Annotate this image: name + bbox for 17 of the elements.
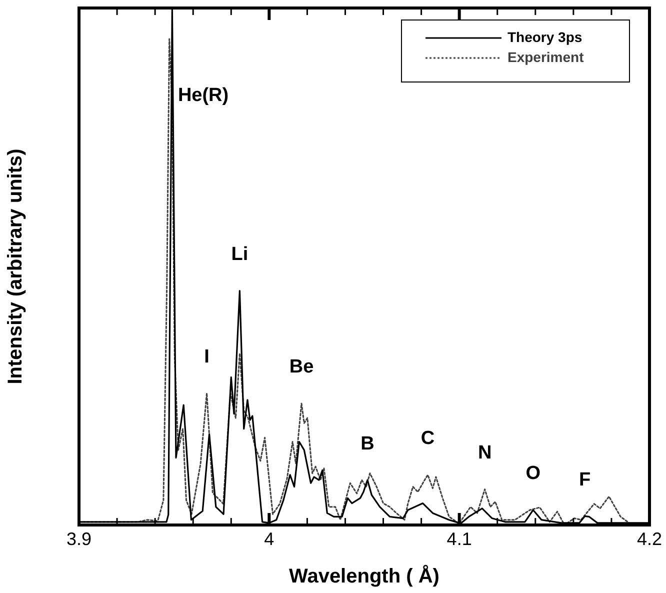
x-tick-label: 4 <box>264 528 274 549</box>
legend-label: Theory 3ps <box>507 28 582 45</box>
annotation: N <box>478 442 492 464</box>
x-tick-label: 4.1 <box>446 528 472 549</box>
annotation: C <box>420 428 435 450</box>
x-axis-title: Wavelength ( Å) <box>289 564 440 588</box>
x-tick-label: 4.2 <box>636 528 662 549</box>
annotation: Be <box>289 356 314 378</box>
x-tick-label: 3.9 <box>66 528 92 549</box>
annotation: O <box>526 463 540 484</box>
y-axis-title: Intensity (arbitrary units) <box>4 148 27 384</box>
annotation: B <box>360 433 374 454</box>
text: Experiment <box>507 48 584 65</box>
annotation: Li <box>231 244 248 266</box>
annotation: He(R) <box>178 85 229 106</box>
annotation: I <box>204 346 210 368</box>
annotation: F <box>579 469 591 490</box>
